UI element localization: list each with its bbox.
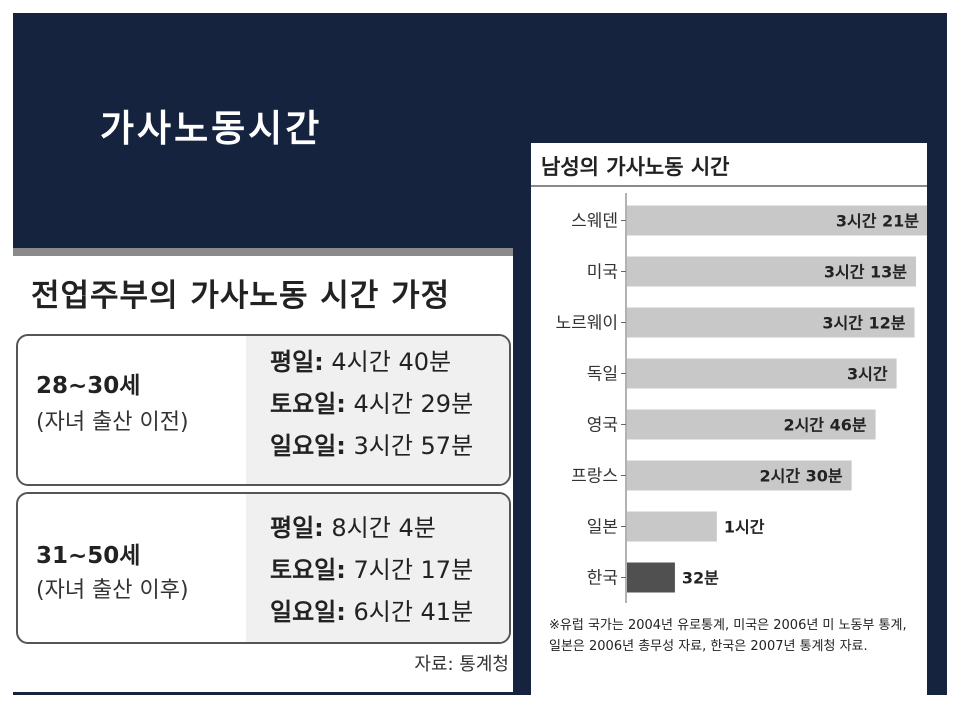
age-group-box: 31~50세 (자녀 출산 이후) 평일: 8시간 4분 토요일: 7시간 17…: [16, 492, 511, 644]
day-label: 일요일:: [270, 598, 346, 626]
day-label: 일요일:: [270, 432, 346, 460]
panel-top-bar: [13, 248, 513, 256]
bar: [627, 409, 876, 440]
value-label: 3시간: [847, 365, 888, 384]
bar: [627, 307, 915, 338]
time-value: 6시간 41분: [345, 598, 474, 626]
chart-title: 남성의 가사노동 시간: [541, 155, 730, 179]
source-note: 자료: 통계청: [414, 654, 509, 675]
day-label: 토요일:: [270, 556, 346, 584]
category-label: 독일: [587, 365, 618, 385]
value-label: 2시간 30분: [759, 467, 842, 486]
housewife-panel: 전업주부의 가사노동 시간 가정 28~30세 (자녀 출산 이전) 평일: 4…: [13, 248, 513, 692]
time-value: 4시간 40분: [323, 348, 452, 376]
bar: [627, 205, 927, 236]
times-column: [246, 336, 509, 484]
time-line: 토요일: 4시간 29분: [270, 384, 473, 419]
day-label: 평일:: [270, 514, 324, 542]
time-value: 7시간 17분: [345, 556, 474, 584]
time-line: 일요일: 3시간 57분: [270, 426, 473, 461]
value-label: 3시간 13분: [824, 263, 907, 282]
category-label: 영국: [587, 416, 618, 436]
times-column: [246, 494, 509, 642]
category-label: 프랑스: [571, 467, 618, 487]
category-label: 일본: [587, 518, 618, 538]
value-label: 32분: [682, 569, 719, 588]
bar: [627, 562, 675, 593]
time-line: 일요일: 6시간 41분: [270, 592, 473, 627]
value-label: 3시간 21분: [836, 212, 919, 231]
value-label: 2시간 46분: [783, 416, 866, 435]
time-line: 토요일: 7시간 17분: [270, 550, 473, 585]
age-note: (자녀 출산 이전): [36, 410, 189, 435]
panel-title: 전업주부의 가사노동 시간 가정: [31, 278, 451, 314]
bar: [627, 256, 917, 287]
category-label: 미국: [587, 263, 618, 283]
age-group-box: 28~30세 (자녀 출산 이전) 평일: 4시간 40분 토요일: 4시간 2…: [16, 334, 511, 486]
value-label: 1시간: [724, 518, 765, 537]
value-label: 3시간 12분: [822, 314, 905, 333]
time-value: 3시간 57분: [345, 432, 474, 460]
category-label: 스웨덴: [571, 212, 618, 232]
bar: [627, 358, 897, 389]
bar: [627, 511, 717, 542]
time-line: 평일: 4시간 40분: [270, 342, 451, 377]
time-line: 평일: 8시간 4분: [270, 508, 436, 543]
title-divider: [531, 185, 927, 187]
bar: [627, 460, 852, 491]
age-range: 31~50세: [36, 543, 141, 569]
day-label: 평일:: [270, 348, 324, 376]
time-value: 4시간 29분: [345, 390, 474, 418]
age-note: (자녀 출산 이후): [36, 578, 189, 603]
chart-footnote: ※유럽 국가는 2004년 유로통계, 미국은 2006년 미 노동부 통계, …: [549, 618, 907, 654]
time-value: 8시간 4분: [323, 514, 436, 542]
age-range: 28~30세: [36, 373, 141, 399]
slide-title: 가사노동시간: [100, 107, 323, 150]
day-label: 토요일:: [270, 390, 346, 418]
category-label: 한국: [587, 569, 618, 589]
category-label: 노르웨이: [555, 314, 618, 334]
